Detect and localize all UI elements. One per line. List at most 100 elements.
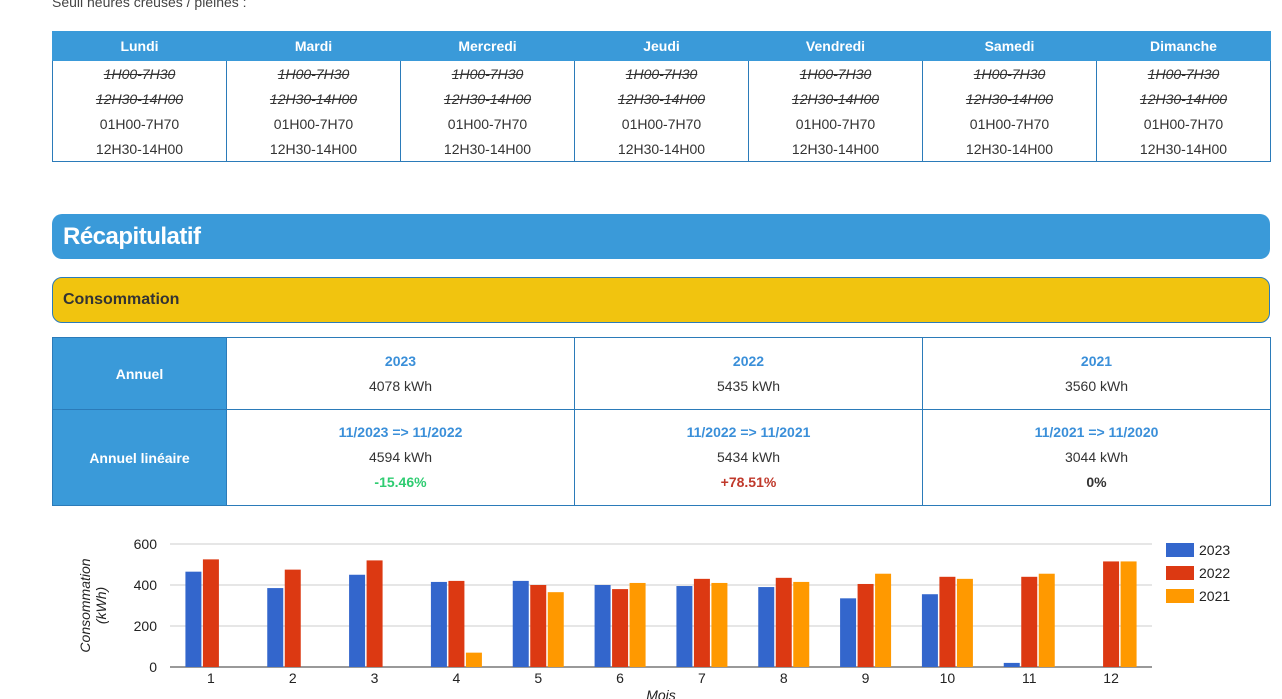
y-tick-label: 0	[149, 659, 157, 675]
summary-cell: 11/2022 => 11/2021 5434 kWh +78.51%	[574, 409, 923, 506]
legend-label: 2021	[1199, 588, 1230, 604]
consumption-value: 3560 kWh	[1064, 377, 1129, 394]
bar	[676, 586, 693, 667]
day-header: Samedi	[922, 31, 1097, 61]
time-slot: 12H30-14H00	[922, 86, 1097, 111]
period-title: 2021	[1080, 352, 1113, 369]
time-slot: 01H00-7H70	[52, 111, 227, 136]
change-value: 0%	[1086, 474, 1107, 490]
consumption-value: 4078 kWh	[368, 377, 433, 394]
x-tick-label: 3	[371, 670, 379, 686]
y-axis-label-line: Consommation	[77, 558, 93, 652]
period-title: 11/2023 => 11/2022	[338, 424, 463, 440]
x-tick-label: 4	[453, 670, 461, 686]
bar	[448, 580, 465, 667]
x-tick-label: 1	[207, 670, 215, 686]
legend-label: 2023	[1199, 542, 1230, 558]
bar	[1038, 573, 1055, 667]
time-slot: 12H30-14H00	[400, 136, 575, 162]
bar	[1120, 561, 1137, 667]
change-value: -15.46%	[374, 474, 427, 490]
y-tick-label: 600	[134, 536, 158, 552]
period-title: 11/2022 => 11/2021	[686, 424, 811, 440]
day-header: Mardi	[226, 31, 401, 61]
x-tick-label: 9	[862, 670, 870, 686]
consumption-value: 5434 kWh	[716, 449, 781, 465]
bar	[202, 559, 219, 667]
x-tick-label: 7	[698, 670, 706, 686]
bar	[775, 577, 792, 667]
bar	[465, 652, 482, 667]
consumption-value: 4594 kWh	[368, 449, 433, 465]
day-header: Lundi	[52, 31, 227, 61]
bar	[366, 560, 383, 667]
x-tick-label: 12	[1103, 670, 1119, 686]
bar	[349, 574, 366, 667]
schedule-row: 01H00-7H70 01H00-7H70 01H00-7H70 01H00-7H70…	[52, 111, 1271, 136]
x-tick-label: 10	[940, 670, 956, 686]
time-slot: 01H00-7H70	[400, 111, 575, 136]
time-slot: 12H30-14H00	[226, 86, 401, 111]
time-slot: 12H30-14H00	[1096, 86, 1271, 111]
header-row: Lundi Mardi Mercredi Jeudi Vendredi Samedi Dim…	[52, 31, 1271, 61]
y-axis-label: Consommation(kWh)	[77, 558, 109, 652]
legend-swatch	[1166, 543, 1194, 557]
bar	[185, 571, 202, 667]
bar	[711, 582, 728, 667]
day-header: Dimanche	[1096, 31, 1271, 61]
intro-text: Seuil heures creuses / pleines :	[52, 0, 247, 10]
time-slot: 12H30-14H00	[748, 136, 923, 162]
time-slot: 12H30-14H00	[1096, 136, 1271, 162]
y-tick-label: 400	[134, 577, 158, 593]
day-header: Jeudi	[574, 31, 749, 61]
time-slot: 1H00-7H30	[922, 60, 1097, 86]
time-slot: 12H30-14H00	[574, 86, 749, 111]
time-slot: 12H30-14H00	[226, 136, 401, 162]
consumption-value: 5435 kWh	[716, 377, 781, 394]
summary-cell: 11/2023 => 11/2022 4594 kWh -15.46%	[226, 409, 575, 506]
y-tick-label: 200	[134, 618, 158, 634]
recap-header: Récapitulatif	[52, 214, 1270, 259]
bar	[857, 583, 874, 667]
time-slot: 1H00-7H30	[226, 60, 401, 86]
bar	[758, 587, 775, 667]
bar	[1021, 576, 1038, 667]
x-tick-label: 2	[289, 670, 297, 686]
y-axis-label-line: (kWh)	[93, 587, 109, 624]
bar	[512, 580, 529, 667]
schedule-row: 1H00-7H30 1H00-7H30 1H00-7H30 1H00-7H30 1H00…	[52, 60, 1271, 86]
summary-table: Annuel 2023 4078 kWh 2022 5435 kWh 2021 3560 k…	[52, 337, 1271, 506]
change-value: +78.51%	[720, 474, 777, 490]
day-header: Mercredi	[400, 31, 575, 61]
bar	[1103, 561, 1120, 667]
bar	[840, 598, 857, 667]
bar	[693, 578, 710, 667]
time-slot: 1H00-7H30	[748, 60, 923, 86]
bar	[1003, 662, 1020, 667]
time-slot: 1H00-7H30	[52, 60, 227, 86]
section-header: Consommation	[52, 277, 1270, 323]
legend-label: 2022	[1199, 565, 1230, 581]
time-slot: 01H00-7H70	[226, 111, 401, 136]
x-tick-label: 5	[534, 670, 542, 686]
period-title: 2023	[384, 352, 417, 369]
schedule-row: 12H30-14H00 12H30-14H00 12H30-14H00 12H30-1…	[52, 86, 1271, 111]
time-slot: 01H00-7H70	[574, 111, 749, 136]
summary-cell: 2022 5435 kWh	[574, 337, 923, 410]
time-slot: 12H30-14H00	[922, 136, 1097, 162]
row-label: Annuel	[52, 337, 227, 410]
period-title: 2022	[732, 352, 765, 369]
summary-cell: 2023 4078 kWh	[226, 337, 575, 410]
x-tick-label: 6	[616, 670, 624, 686]
bar	[530, 585, 547, 667]
bar	[594, 585, 611, 667]
time-slot: 1H00-7H30	[574, 60, 749, 86]
row-label: Annuel linéaire	[52, 409, 227, 506]
time-slot: 12H30-14H00	[52, 86, 227, 111]
bar	[956, 578, 973, 667]
schedule-table: Lundi Mardi Mercredi Jeudi Vendredi Samedi Dim…	[52, 31, 1271, 162]
schedule-row: 12H30-14H00 12H30-14H00 12H30-14H00 12H30-1…	[52, 136, 1271, 162]
period-title: 11/2021 => 11/2020	[1034, 424, 1159, 440]
